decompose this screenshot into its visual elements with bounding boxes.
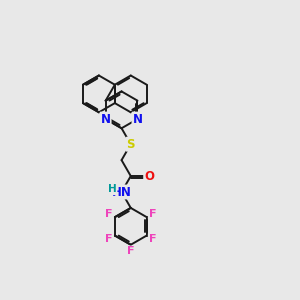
Text: H: H xyxy=(108,184,117,194)
Text: F: F xyxy=(149,234,156,244)
Text: N: N xyxy=(100,112,111,125)
Text: F: F xyxy=(127,246,134,256)
Text: N: N xyxy=(133,112,142,125)
Text: S: S xyxy=(127,138,135,151)
Text: F: F xyxy=(105,209,113,219)
Text: O: O xyxy=(144,169,154,183)
Text: F: F xyxy=(149,209,156,219)
Text: HN: HN xyxy=(112,185,131,199)
Text: F: F xyxy=(105,234,113,244)
